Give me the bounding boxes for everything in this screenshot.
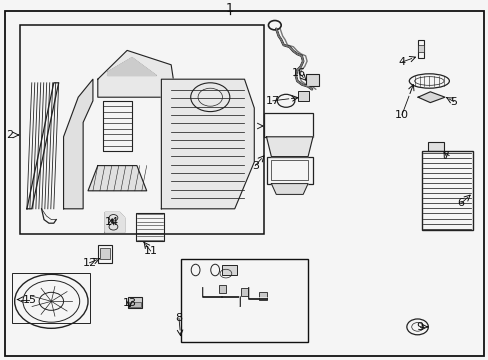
Bar [218, 285, 226, 293]
Polygon shape [271, 184, 307, 194]
Bar [100, 248, 110, 259]
Polygon shape [161, 79, 254, 209]
Text: 17: 17 [265, 96, 279, 106]
Bar [181, 259, 307, 342]
Text: 1: 1 [225, 2, 233, 15]
Polygon shape [98, 50, 176, 97]
Polygon shape [266, 137, 312, 157]
Polygon shape [417, 92, 444, 103]
Bar [12, 273, 90, 323]
Text: 16: 16 [292, 68, 305, 78]
Bar [171, 90, 234, 198]
Bar [271, 160, 307, 180]
Text: 13: 13 [122, 298, 136, 309]
Bar [305, 74, 319, 86]
Text: 7: 7 [442, 150, 448, 161]
Text: 8: 8 [175, 313, 182, 323]
Text: 10: 10 [394, 110, 408, 120]
Bar [222, 265, 237, 275]
Bar [421, 151, 472, 230]
Bar [98, 245, 112, 263]
Text: 15: 15 [22, 294, 36, 305]
Polygon shape [88, 166, 146, 191]
Bar [128, 297, 142, 308]
Text: 6: 6 [457, 198, 464, 208]
Bar [20, 25, 264, 234]
Text: 2: 2 [6, 130, 13, 140]
Bar [240, 288, 248, 296]
Bar [136, 213, 164, 241]
Bar [417, 40, 423, 58]
Bar [427, 142, 443, 151]
Polygon shape [107, 58, 156, 76]
Text: 5: 5 [449, 96, 456, 107]
Text: 11: 11 [143, 246, 157, 256]
Text: 4: 4 [398, 57, 405, 67]
Text: 3: 3 [251, 161, 258, 171]
Text: 14: 14 [104, 217, 118, 228]
Polygon shape [105, 212, 124, 232]
Bar [417, 45, 423, 52]
Bar [298, 91, 308, 101]
Bar [102, 101, 132, 151]
Bar [266, 157, 312, 184]
Bar [264, 113, 312, 137]
Bar [258, 292, 266, 300]
Text: 12: 12 [82, 258, 96, 268]
Polygon shape [63, 79, 93, 209]
Text: 9: 9 [415, 322, 422, 332]
Bar [129, 302, 141, 307]
